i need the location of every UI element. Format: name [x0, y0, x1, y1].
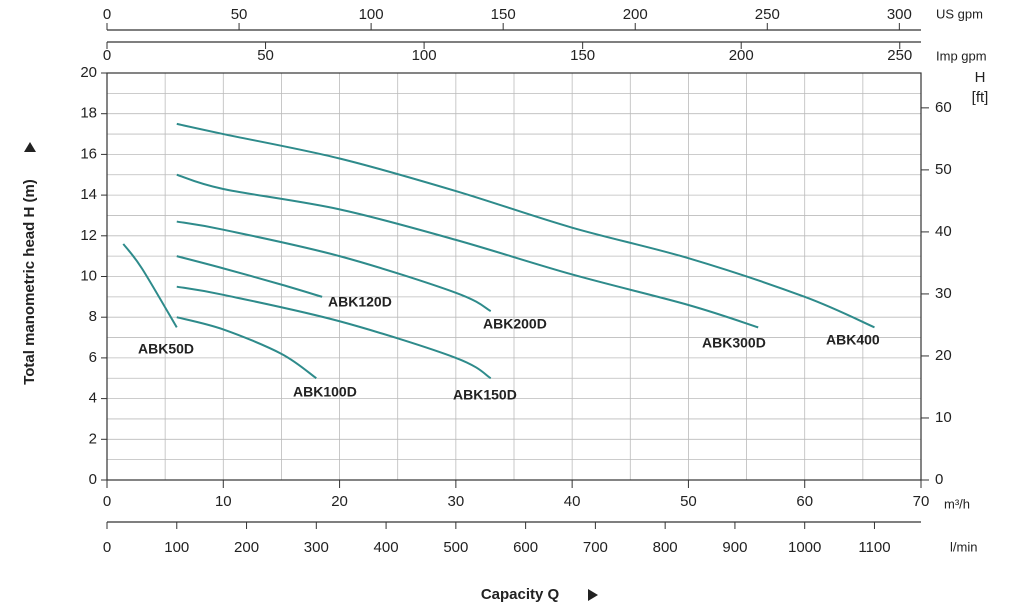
series-label: ABK200D — [483, 316, 547, 332]
curve — [176, 122, 875, 329]
tick-label: 1100 — [858, 539, 890, 556]
y-tick-label: 4 — [89, 390, 97, 407]
tick-label: 800 — [653, 539, 678, 556]
curve — [122, 243, 178, 328]
series-label: ABK120D — [328, 294, 392, 310]
tick-label: 0 — [103, 47, 111, 64]
axis-unit: US gpm — [936, 6, 983, 21]
axis-unit: l/min — [950, 539, 977, 554]
tick-label: 1000 — [788, 539, 821, 556]
curve — [176, 316, 317, 380]
y2-tick-label: 0 — [935, 471, 943, 488]
curve — [176, 173, 759, 329]
tick-label: 100 — [359, 6, 384, 23]
tick-label: 0 — [103, 539, 111, 556]
y2-tick-label: 30 — [935, 285, 952, 302]
y2-unit: H — [975, 69, 986, 86]
tick-label: 100 — [164, 539, 189, 556]
y-tick-label: 8 — [89, 308, 97, 325]
tick-label: 250 — [887, 47, 912, 64]
x-axis-title: Capacity Q — [481, 586, 560, 603]
tick-label: 200 — [729, 47, 754, 64]
arrow — [24, 142, 36, 152]
y-tick-label: 16 — [80, 145, 97, 162]
y-tick-label: 14 — [80, 186, 97, 203]
x-tick-label: 10 — [215, 493, 232, 510]
tick-label: 600 — [513, 539, 538, 556]
series-label: ABK300D — [702, 335, 766, 351]
y-tick-label: 0 — [89, 471, 97, 488]
x-tick-label: 70 — [913, 493, 930, 510]
tick-label: 0 — [103, 6, 111, 23]
x-tick-label: 0 — [103, 493, 111, 510]
x-tick-label: 50 — [680, 493, 697, 510]
y-tick-label: 20 — [80, 64, 97, 81]
series-label: ABK100D — [293, 384, 357, 400]
tick-label: 50 — [257, 47, 274, 64]
curve — [176, 255, 323, 298]
tick-label: 250 — [755, 6, 780, 23]
y2-tick-label: 60 — [935, 99, 952, 116]
y-axis-title: Total manometric head H (m) — [21, 179, 38, 385]
tick-label: 50 — [231, 6, 248, 23]
tick-label: 300 — [304, 539, 329, 556]
tick-label: 200 — [234, 539, 259, 556]
y2-tick-label: 10 — [935, 409, 952, 426]
tick-label: 500 — [443, 539, 468, 556]
tick-label: 700 — [583, 539, 608, 556]
y2-tick-label: 40 — [935, 223, 952, 240]
series-label: ABK150D — [453, 387, 517, 403]
y2-unit: [ft] — [972, 89, 989, 106]
x-tick-label: 20 — [331, 493, 348, 510]
tick-label: 150 — [570, 47, 595, 64]
y2-tick-label: 20 — [935, 347, 952, 364]
y-tick-label: 18 — [80, 105, 97, 122]
y-tick-label: 10 — [80, 267, 97, 284]
axis-unit: Imp gpm — [936, 48, 987, 63]
curve — [176, 285, 492, 380]
x-unit: m³/h — [944, 496, 970, 511]
x-tick-label: 30 — [448, 493, 465, 510]
curve — [176, 220, 492, 312]
y2-tick-label: 50 — [935, 161, 952, 178]
y-tick-label: 6 — [89, 349, 97, 366]
plot-frame — [106, 72, 922, 481]
tick-label: 400 — [374, 539, 399, 556]
y-tick-label: 2 — [89, 430, 97, 447]
series-label: ABK400 — [826, 332, 880, 348]
y-tick-label: 12 — [80, 227, 97, 244]
arrow — [588, 589, 598, 601]
series-label: ABK50D — [138, 341, 194, 357]
tick-label: 100 — [412, 47, 437, 64]
tick-label: 150 — [491, 6, 516, 23]
tick-label: 900 — [722, 539, 747, 556]
x-tick-label: 60 — [796, 493, 813, 510]
x-tick-label: 40 — [564, 493, 581, 510]
tick-label: 200 — [623, 6, 648, 23]
tick-label: 300 — [887, 6, 912, 23]
